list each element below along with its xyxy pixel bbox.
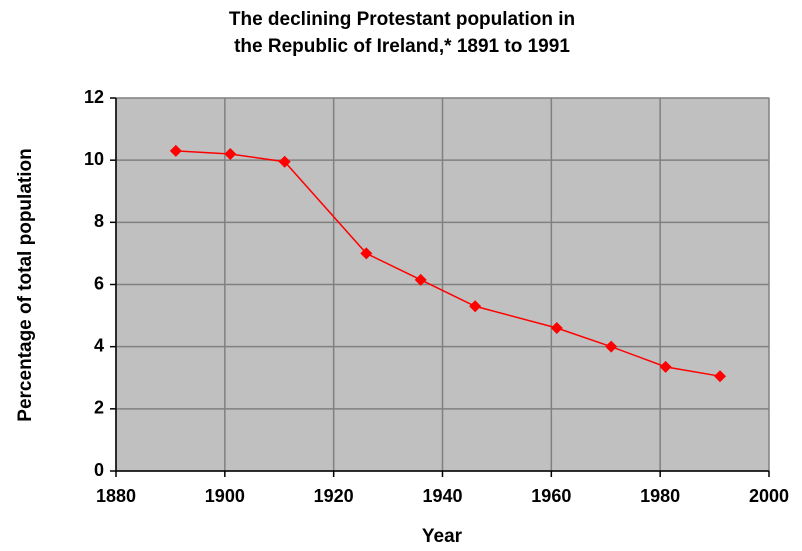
data-point: [469, 300, 482, 313]
data-point: [224, 147, 237, 160]
x-tick-label: 1960: [531, 486, 571, 506]
data-point: [659, 360, 672, 373]
y-axis-label: Percentage of total population: [15, 148, 36, 421]
data-point: [278, 155, 291, 168]
data-point: [605, 340, 618, 353]
x-tick-label: 1940: [422, 486, 462, 506]
data-point: [360, 247, 373, 260]
chart-title: The declining Protestant population in: [229, 9, 575, 30]
data-line: [175, 150, 721, 377]
x-tick-label: 1880: [96, 486, 136, 506]
x-tick-label: 1920: [314, 486, 354, 506]
x-tick-label: 1900: [205, 486, 245, 506]
y-tick-label: 2: [94, 398, 104, 418]
y-tick-label: 8: [94, 211, 104, 231]
y-tick-label: 0: [94, 460, 104, 480]
y-tick-label: 4: [94, 335, 104, 355]
x-axis-label: Year: [422, 526, 463, 547]
y-tick-label: 12: [84, 87, 104, 107]
data-point: [169, 144, 182, 157]
y-tick-label: 6: [94, 273, 104, 293]
chart-title: the Republic of Ireland,* 1891 to 1991: [234, 36, 570, 57]
data-point: [550, 322, 563, 335]
x-tick-label: 2000: [749, 486, 789, 506]
x-tick-label: 1980: [640, 486, 680, 506]
data-point: [414, 273, 427, 286]
data-point: [714, 370, 727, 383]
y-tick-label: 10: [84, 149, 104, 169]
